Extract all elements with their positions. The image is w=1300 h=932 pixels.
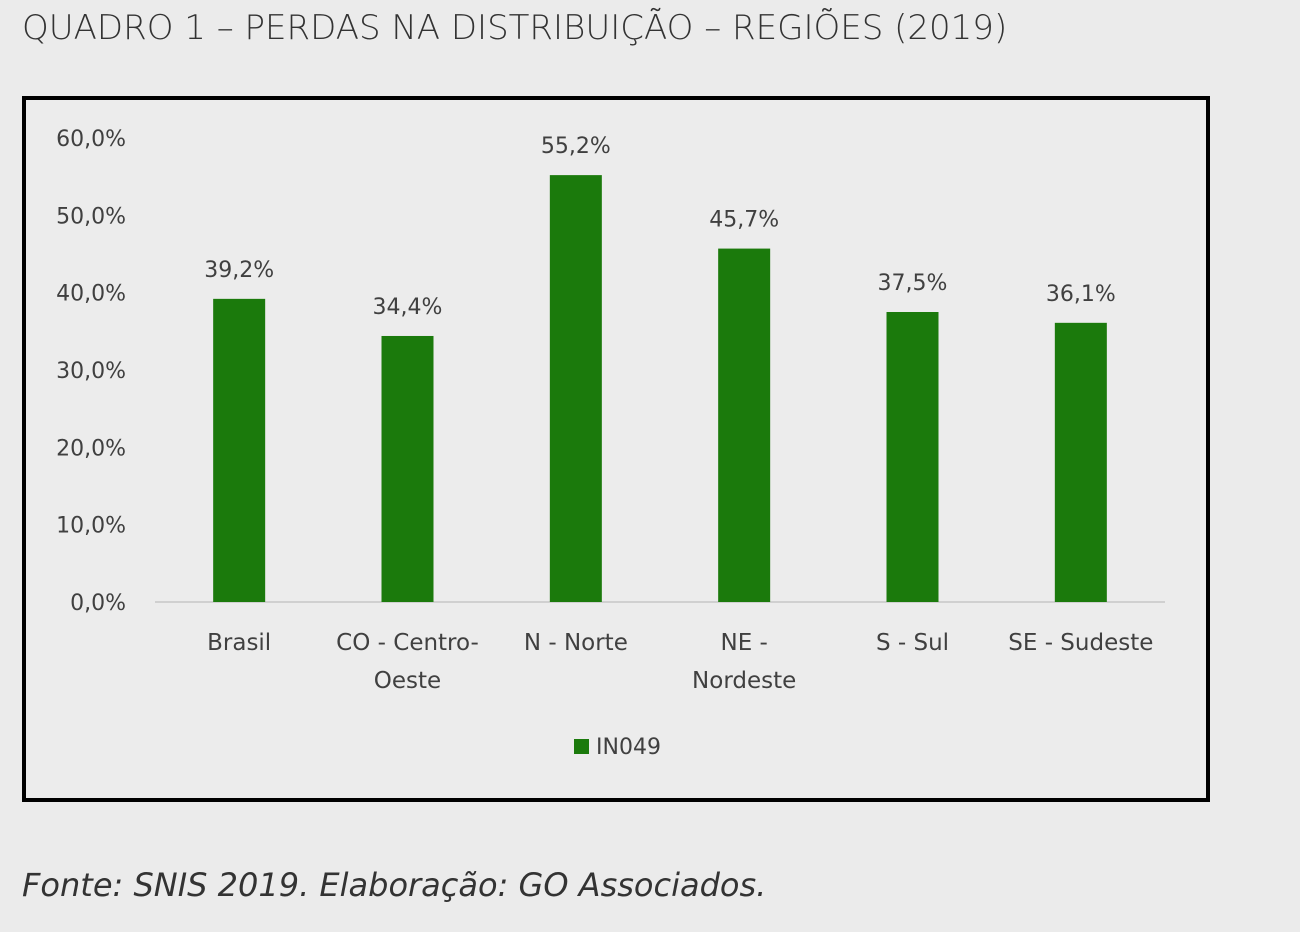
x-tick-label: NE -: [720, 630, 767, 656]
y-tick-label: 50,0%: [56, 204, 126, 229]
data-label: 36,1%: [1046, 282, 1116, 307]
data-label: 55,2%: [541, 134, 611, 159]
data-label: 37,5%: [878, 271, 948, 296]
legend-label: IN049: [596, 735, 661, 760]
y-tick-label: 20,0%: [56, 436, 126, 461]
bar: [886, 312, 939, 602]
x-tick-label: Brasil: [207, 630, 271, 656]
x-tick-label: N - Norte: [524, 630, 628, 656]
x-tick-label: CO - Centro-: [336, 630, 479, 656]
y-tick-label: 0,0%: [70, 591, 126, 616]
data-label: 39,2%: [204, 258, 274, 283]
data-label: 45,7%: [709, 208, 779, 233]
x-tick-label: Oeste: [374, 668, 441, 694]
y-tick-label: 60,0%: [56, 127, 126, 152]
x-tick-label: Nordeste: [692, 668, 796, 694]
data-label: 34,4%: [373, 295, 443, 320]
bar: [213, 298, 266, 602]
x-tick-label: SE - Sudeste: [1008, 630, 1153, 656]
figure-title: QUADRO 1 – PERDAS NA DISTRIBUIÇÃO – REGI…: [22, 8, 1008, 48]
legend-swatch: [574, 739, 589, 754]
y-tick-label: 10,0%: [56, 514, 126, 539]
source-note: Fonte: SNIS 2019. Elaboração: GO Associa…: [22, 866, 767, 904]
x-tick-label: S - Sul: [876, 630, 949, 656]
bar: [718, 248, 771, 602]
y-tick-label: 40,0%: [56, 282, 126, 307]
bar: [1054, 322, 1107, 602]
bar: [549, 175, 602, 602]
bar: [381, 335, 434, 602]
y-tick-label: 30,0%: [56, 359, 126, 384]
